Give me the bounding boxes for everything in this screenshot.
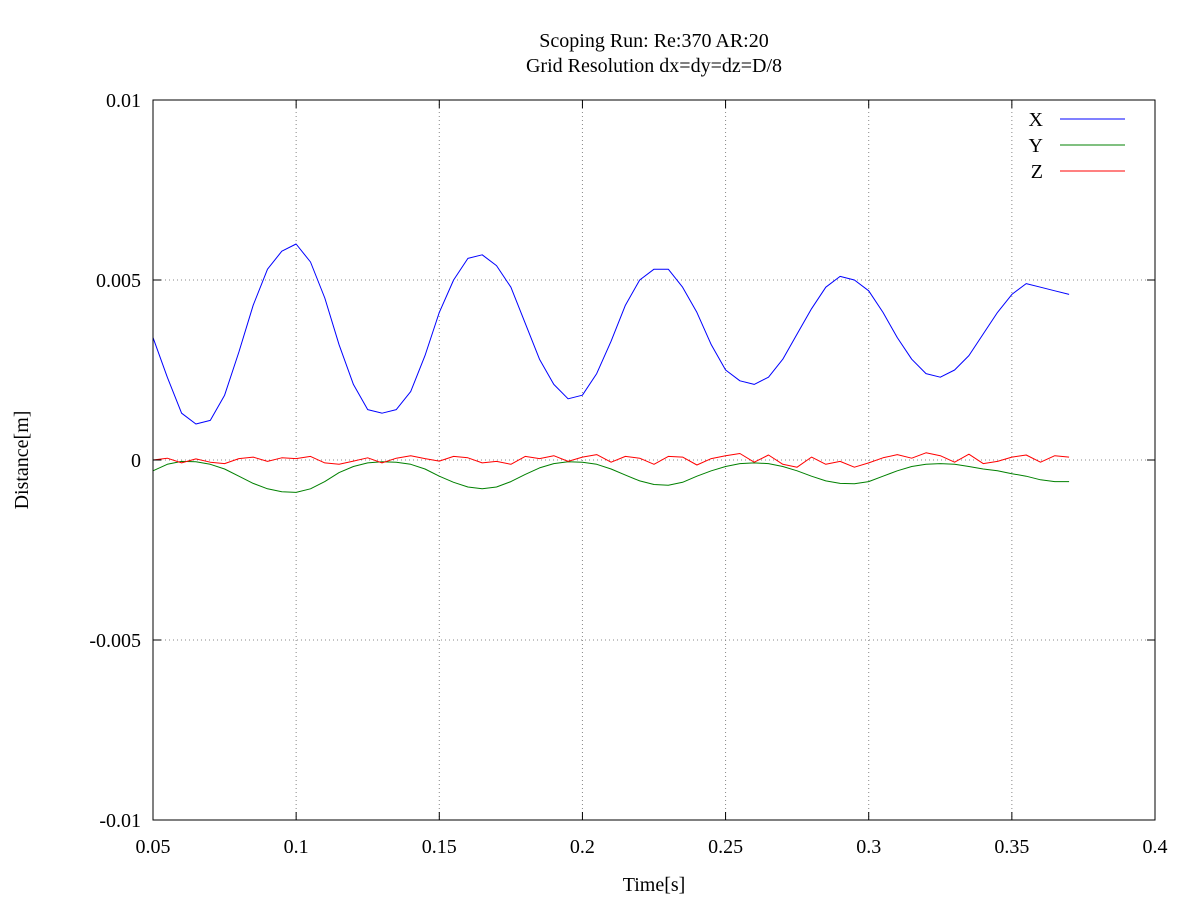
- y-tick-label: -0.005: [89, 630, 141, 652]
- y-tick-label: 0: [131, 450, 141, 472]
- legend-label-y: Y: [1029, 135, 1043, 157]
- y-tick-label: 0.005: [96, 270, 141, 292]
- legend-label-z: Z: [1031, 161, 1043, 183]
- series-line-x: [152, 243, 1070, 425]
- series-line-y: [152, 460, 1070, 493]
- series-layer: [152, 243, 1070, 493]
- x-tick-label: 0.1: [284, 836, 309, 858]
- chart-title: Scoping Run: Re:370 AR:20: [539, 30, 768, 52]
- grid: [153, 100, 1155, 820]
- x-tick-label: 0.15: [422, 836, 457, 858]
- x-tick-label: 0.3: [856, 836, 881, 858]
- chart-subtitle: Grid Resolution dx=dy=dz=D/8: [526, 55, 782, 77]
- ticks: 0.05 0.1 0.15 0.2 0.25 0.3 0.35 0.4 -0.01 -0.005 0…: [89, 90, 1167, 858]
- y-axis-label: Distance[m]: [11, 411, 33, 510]
- x-tick-label: 0.25: [708, 836, 743, 858]
- x-tick-label: 0.35: [994, 836, 1029, 858]
- y-tick-label: -0.01: [99, 810, 141, 832]
- y-tick-label: 0.01: [106, 90, 141, 112]
- legend-label-x: X: [1029, 109, 1044, 131]
- series-line-z: [152, 452, 1070, 468]
- x-axis-label: Time[s]: [623, 874, 686, 896]
- x-tick-label: 0.05: [136, 836, 171, 858]
- legend: XYZ: [1029, 109, 1125, 183]
- x-tick-label: 0.2: [570, 836, 595, 858]
- x-tick-label: 0.4: [1143, 836, 1168, 858]
